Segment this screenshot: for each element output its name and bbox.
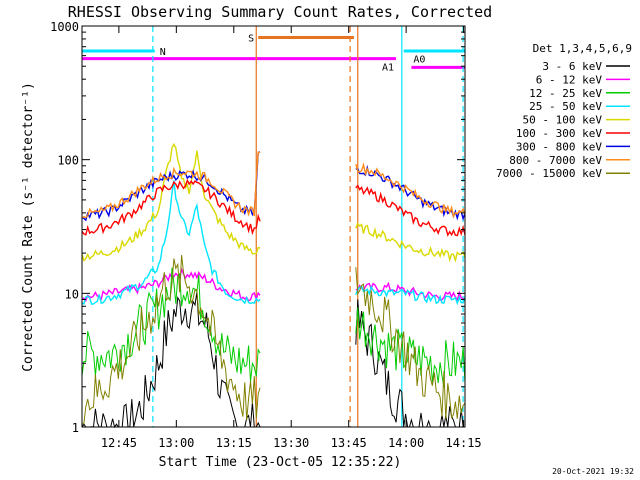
- legend-label: 300 - 800 keV: [516, 140, 602, 153]
- plot-frame: [81, 25, 466, 428]
- x-axis: 12:45 13:00 13:15 13:30 13:45 14:00 14:15: [101, 26, 482, 450]
- x-tick-label: 14:00: [388, 436, 424, 450]
- series-lines: [81, 142, 466, 429]
- series-line: [81, 292, 465, 429]
- legend-label: 25 - 50 keV: [529, 100, 602, 113]
- chart-title: RHESSI Observing Summary Count Rates, Co…: [68, 3, 492, 21]
- legend-title: Det 1,3,4,5,6,9: [533, 42, 632, 55]
- legend-label: 3 - 6 keV: [542, 60, 602, 73]
- series-line: [81, 267, 465, 303]
- series-line: [81, 254, 466, 425]
- series-line: [81, 151, 466, 222]
- x-tick-label: 13:30: [273, 436, 309, 450]
- flag-label: A0: [413, 54, 425, 65]
- x-tick-label: 13:45: [331, 436, 367, 450]
- series-line: [81, 151, 466, 219]
- x-tick-label: 13:00: [158, 436, 194, 450]
- y-tick-label: 1000: [50, 20, 79, 34]
- x-tick-label: 13:15: [216, 436, 252, 450]
- x-tick-label: 12:45: [101, 436, 137, 450]
- legend-label: 7000 - 15000 keV: [496, 167, 602, 180]
- timestamp: 20-Oct-2021 19:32: [552, 467, 634, 476]
- series-line: [81, 142, 466, 263]
- flag-bars: N S A1 A0: [82, 34, 465, 74]
- series-line: [81, 178, 466, 237]
- y-axis: 1 10 100 1000: [50, 20, 465, 435]
- series-line: [81, 180, 466, 306]
- y-tick-label: 100: [57, 154, 79, 168]
- x-tick-label: 14:15: [446, 436, 482, 450]
- legend-label: 100 - 300 keV: [516, 127, 602, 140]
- series-line: [81, 267, 466, 388]
- flag-label: N: [160, 47, 166, 58]
- y-tick-label: 10: [65, 287, 79, 301]
- legend-label: 800 - 7000 keV: [509, 154, 602, 167]
- legend-label: 50 - 100 keV: [523, 114, 603, 127]
- legend-label: 6 - 12 keV: [536, 73, 603, 86]
- legend-label: 12 - 25 keV: [529, 87, 602, 100]
- y-tick-label: 1: [72, 421, 79, 435]
- y-axis-label: Corrected Count Rate (s⁻¹ detector⁻¹): [21, 82, 36, 372]
- x-axis-label: Start Time (23-Oct-05 12:35:22): [159, 455, 402, 470]
- flag-label: A1: [382, 63, 394, 74]
- flag-label: S: [248, 34, 254, 45]
